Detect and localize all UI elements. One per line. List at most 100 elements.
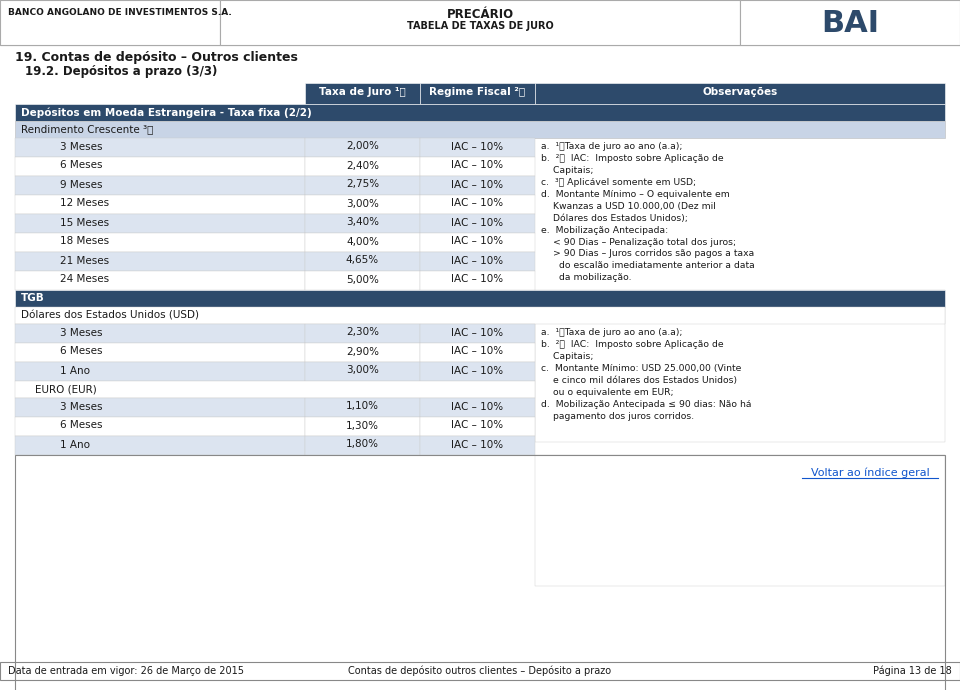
Text: 3,40%: 3,40% bbox=[346, 217, 379, 228]
Bar bbox=[15, 290, 945, 307]
Bar bbox=[535, 290, 945, 442]
Text: 21 Meses: 21 Meses bbox=[60, 255, 109, 266]
Bar bbox=[15, 214, 305, 233]
Bar bbox=[305, 195, 420, 214]
Bar bbox=[305, 138, 420, 157]
Text: Observações: Observações bbox=[703, 87, 778, 97]
Bar bbox=[15, 436, 305, 455]
Bar bbox=[420, 417, 535, 436]
Text: Dólares dos Estados Unidos (USD): Dólares dos Estados Unidos (USD) bbox=[21, 310, 199, 320]
Bar bbox=[420, 176, 535, 195]
Bar bbox=[305, 324, 420, 343]
Bar bbox=[15, 271, 305, 290]
Text: 6 Meses: 6 Meses bbox=[60, 346, 103, 357]
Bar bbox=[15, 417, 305, 436]
Bar bbox=[305, 252, 420, 271]
Text: 3,00%: 3,00% bbox=[346, 366, 379, 375]
Bar bbox=[305, 233, 420, 252]
Bar bbox=[420, 362, 535, 381]
Bar bbox=[305, 398, 420, 417]
Bar bbox=[305, 176, 420, 195]
Text: Rendimento Crescente ³⦴: Rendimento Crescente ³⦴ bbox=[21, 124, 154, 134]
Text: 3,00%: 3,00% bbox=[346, 199, 379, 208]
Text: 2,40%: 2,40% bbox=[346, 161, 379, 170]
Bar bbox=[420, 138, 535, 157]
Bar bbox=[15, 121, 945, 138]
Text: IAC – 10%: IAC – 10% bbox=[451, 346, 504, 357]
Text: 6 Meses: 6 Meses bbox=[60, 161, 103, 170]
Bar bbox=[15, 157, 305, 176]
Bar bbox=[420, 324, 535, 343]
Text: TABELA DE TAXAS DE JURO: TABELA DE TAXAS DE JURO bbox=[407, 21, 553, 31]
Text: 2,90%: 2,90% bbox=[346, 346, 379, 357]
Bar bbox=[305, 343, 420, 362]
Bar bbox=[0, 0, 960, 45]
Text: IAC – 10%: IAC – 10% bbox=[451, 255, 504, 266]
Text: 15 Meses: 15 Meses bbox=[60, 217, 109, 228]
Bar bbox=[305, 157, 420, 176]
Bar bbox=[305, 271, 420, 290]
Text: 5,00%: 5,00% bbox=[346, 275, 379, 284]
Bar bbox=[420, 436, 535, 455]
Bar bbox=[420, 343, 535, 362]
Bar bbox=[0, 0, 220, 45]
Text: 19.2. Depósitos a prazo (3/3): 19.2. Depósitos a prazo (3/3) bbox=[25, 65, 217, 78]
Bar bbox=[15, 138, 305, 157]
Bar bbox=[15, 324, 305, 343]
Bar bbox=[535, 83, 945, 104]
Text: IAC – 10%: IAC – 10% bbox=[451, 141, 504, 152]
Bar bbox=[305, 417, 420, 436]
Text: 4,00%: 4,00% bbox=[346, 237, 379, 246]
Text: 1 Ano: 1 Ano bbox=[60, 366, 90, 375]
Text: 1,80%: 1,80% bbox=[346, 440, 379, 449]
Text: 3 Meses: 3 Meses bbox=[60, 328, 103, 337]
Bar bbox=[305, 214, 420, 233]
Bar bbox=[305, 436, 420, 455]
Text: IAC – 10%: IAC – 10% bbox=[451, 199, 504, 208]
Text: IAC – 10%: IAC – 10% bbox=[451, 237, 504, 246]
Text: IAC – 10%: IAC – 10% bbox=[451, 328, 504, 337]
Text: EURO (EUR): EURO (EUR) bbox=[35, 384, 97, 394]
Text: IAC – 10%: IAC – 10% bbox=[451, 179, 504, 190]
Bar bbox=[15, 398, 305, 417]
Text: a.  ¹⦴Taxa de juro ao ano (a.a);
b.  ²⦴  IAC:  Imposto sobre Aplicação de
    Ca: a. ¹⦴Taxa de juro ao ano (a.a); b. ²⦴ IA… bbox=[541, 328, 752, 421]
Bar bbox=[15, 195, 305, 214]
Bar bbox=[15, 176, 305, 195]
Text: 9 Meses: 9 Meses bbox=[60, 179, 103, 190]
Bar bbox=[15, 252, 305, 271]
Text: 1,30%: 1,30% bbox=[346, 420, 379, 431]
Text: BANCO ANGOLANO DE INVESTIMENTOS S.A.: BANCO ANGOLANO DE INVESTIMENTOS S.A. bbox=[8, 8, 231, 17]
Bar bbox=[15, 307, 945, 324]
Bar bbox=[15, 362, 305, 381]
Text: Página 13 de 18: Página 13 de 18 bbox=[874, 666, 952, 676]
Bar bbox=[15, 104, 945, 121]
Bar bbox=[420, 233, 535, 252]
Text: IAC – 10%: IAC – 10% bbox=[451, 402, 504, 411]
Bar bbox=[420, 271, 535, 290]
Text: 1 Ano: 1 Ano bbox=[60, 440, 90, 449]
Text: 18 Meses: 18 Meses bbox=[60, 237, 109, 246]
Text: 24 Meses: 24 Meses bbox=[60, 275, 109, 284]
Bar bbox=[15, 455, 945, 690]
Text: PRECÁRIO: PRECÁRIO bbox=[446, 8, 514, 21]
Text: IAC – 10%: IAC – 10% bbox=[451, 420, 504, 431]
Bar bbox=[740, 0, 960, 45]
Text: 6 Meses: 6 Meses bbox=[60, 420, 103, 431]
Bar bbox=[420, 252, 535, 271]
Text: TGB: TGB bbox=[21, 293, 45, 303]
Bar bbox=[420, 214, 535, 233]
Text: Regime Fiscal ²⦴: Regime Fiscal ²⦴ bbox=[429, 87, 525, 97]
Text: IAC – 10%: IAC – 10% bbox=[451, 275, 504, 284]
Text: 2,30%: 2,30% bbox=[346, 328, 379, 337]
Bar bbox=[0, 662, 960, 680]
Text: 2,75%: 2,75% bbox=[346, 179, 379, 190]
Text: a.  ¹⦴Taxa de juro ao ano (a.a);
b.  ²⦴  IAC:  Imposto sobre Aplicação de
    Ca: a. ¹⦴Taxa de juro ao ano (a.a); b. ²⦴ IA… bbox=[541, 142, 755, 282]
Bar bbox=[305, 362, 420, 381]
Bar bbox=[535, 455, 945, 586]
Bar bbox=[220, 0, 740, 45]
Bar bbox=[420, 83, 535, 104]
Bar bbox=[420, 398, 535, 417]
Text: IAC – 10%: IAC – 10% bbox=[451, 217, 504, 228]
Text: 19. Contas de depósito – Outros clientes: 19. Contas de depósito – Outros clientes bbox=[15, 51, 298, 64]
Bar bbox=[15, 381, 535, 398]
